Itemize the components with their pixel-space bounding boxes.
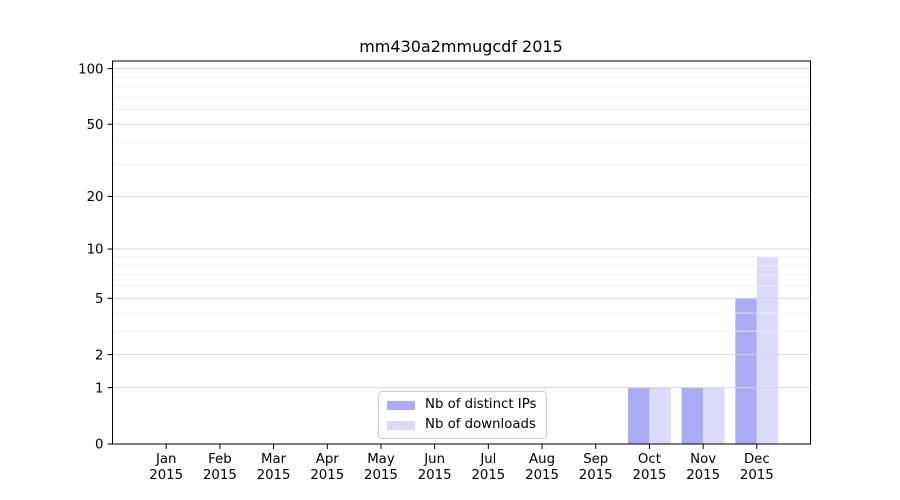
bar-distinct-ips: [627, 387, 650, 444]
bar-distinct-ips: [735, 298, 757, 444]
legend-label-downloads: Nb of downloads: [425, 417, 536, 432]
legend-swatch-distinct-ips-icon: [387, 400, 415, 410]
bar-downloads: [649, 387, 671, 444]
x-tick-label: Oct 2015: [633, 452, 667, 483]
x-tick-label: Mar 2015: [257, 452, 291, 483]
y-tick-label: 10: [87, 243, 104, 258]
y-tick-label: 0: [95, 438, 103, 453]
x-tick-label: Nov 2015: [686, 452, 720, 483]
x-tick-label: Dec 2015: [740, 452, 774, 483]
bar-downloads: [756, 256, 779, 444]
bar-distinct-ips: [681, 387, 704, 444]
x-tick-label: Jun 2015: [418, 452, 452, 483]
y-tick-label: 2: [95, 348, 103, 363]
x-tick-label: Jul 2015: [471, 452, 505, 483]
legend-label-distinct-ips: Nb of distinct IPs: [425, 397, 537, 412]
y-tick-label: 100: [78, 62, 103, 77]
legend: Nb of distinct IPs Nb of downloads: [378, 391, 548, 439]
x-tick-label: May 2015: [364, 452, 398, 483]
y-tick-label: 5: [95, 292, 103, 307]
plot-border: [112, 60, 811, 445]
y-tick-label: 1: [95, 381, 103, 396]
x-tick-label: Aug 2015: [525, 452, 559, 483]
y-tick-label: 50: [87, 118, 104, 133]
legend-item-downloads: Nb of downloads: [387, 416, 536, 434]
bar-downloads: [703, 387, 725, 444]
legend-swatch-downloads-icon: [387, 420, 415, 430]
x-tick-label: Jan 2015: [149, 452, 183, 483]
x-tick-label: Feb 2015: [203, 452, 237, 483]
chart-title: mm430a2mmugcdf 2015: [359, 37, 563, 56]
x-tick-label: Apr 2015: [310, 452, 344, 483]
x-tick-label: Sep 2015: [579, 452, 613, 483]
y-tick-label: 20: [87, 190, 104, 205]
legend-item-distinct-ips: Nb of distinct IPs: [387, 396, 536, 414]
